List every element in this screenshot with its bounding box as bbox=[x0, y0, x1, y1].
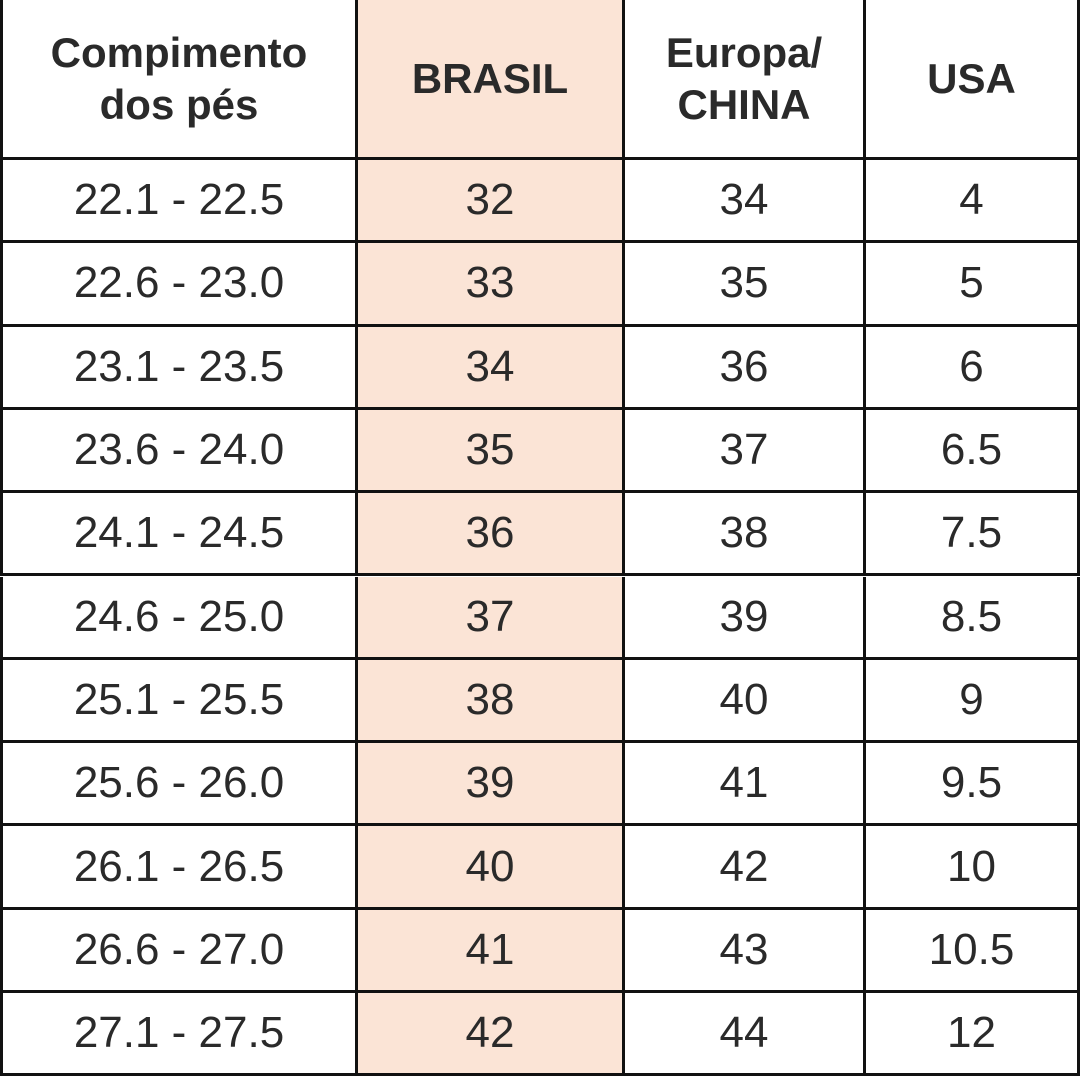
cell-text: 10 bbox=[947, 841, 996, 891]
table-cell: 40 bbox=[358, 826, 625, 910]
cell-text: 23.6 - 24.0 bbox=[73, 425, 285, 475]
header-cell: Compimento dos pés bbox=[0, 0, 358, 160]
cell-text: 36 bbox=[719, 341, 769, 391]
cell-text: 10.5 bbox=[928, 924, 1015, 974]
table-cell: 44 bbox=[625, 993, 866, 1077]
cell-text: 25.1 - 25.5 bbox=[73, 674, 285, 724]
table-cell: 23.6 - 24.0 bbox=[0, 409, 358, 494]
table-cell: 24.6 - 25.0 bbox=[0, 576, 358, 660]
cell-text: 44 bbox=[719, 1008, 769, 1058]
cell-text: 40 bbox=[465, 841, 515, 891]
header-text: dos pés bbox=[99, 80, 259, 128]
table-cell: 33 bbox=[358, 243, 625, 327]
table-cell: 6.5 bbox=[866, 409, 1080, 494]
table-cell: 10 bbox=[866, 826, 1080, 910]
table-cell: 41 bbox=[625, 743, 866, 827]
table-cell: 22.6 - 23.0 bbox=[0, 243, 358, 327]
header-cell: BRASIL bbox=[358, 0, 625, 160]
table-cell: 39 bbox=[358, 743, 625, 827]
cell-text: 4 bbox=[959, 175, 984, 225]
cell-text: 24.6 - 25.0 bbox=[73, 591, 285, 641]
cell-text: 9.5 bbox=[940, 758, 1003, 808]
table-cell: 36 bbox=[358, 493, 625, 577]
table-cell: 34 bbox=[358, 326, 625, 410]
header-text: BRASIL bbox=[411, 54, 569, 102]
header-text: CHINA bbox=[677, 80, 811, 128]
cell-text: 6 bbox=[959, 341, 984, 391]
table-cell: 37 bbox=[358, 576, 625, 660]
table-cell: 41 bbox=[358, 909, 625, 993]
table-cell: 12 bbox=[866, 993, 1080, 1077]
table-cell: 9.5 bbox=[866, 743, 1080, 827]
table-cell: 25.1 - 25.5 bbox=[0, 659, 358, 744]
cell-text: 26.6 - 27.0 bbox=[73, 924, 285, 974]
table-cell: 38 bbox=[358, 659, 625, 744]
table-cell: 32 bbox=[358, 160, 625, 244]
table-cell: 42 bbox=[358, 993, 625, 1077]
cell-text: 40 bbox=[719, 674, 769, 724]
cell-text: 22.1 - 22.5 bbox=[73, 175, 285, 225]
table-cell: 34 bbox=[625, 160, 866, 244]
table-cell: 35 bbox=[358, 409, 625, 494]
table-cell: 27.1 - 27.5 bbox=[0, 993, 358, 1077]
table-cell: 9 bbox=[866, 659, 1080, 744]
cell-text: 35 bbox=[465, 425, 515, 475]
table-cell: 25.6 - 26.0 bbox=[0, 743, 358, 827]
cell-text: 8.5 bbox=[940, 591, 1003, 641]
table-cell: 40 bbox=[625, 659, 866, 744]
cell-text: 42 bbox=[719, 841, 769, 891]
table-cell: 22.1 - 22.5 bbox=[0, 160, 358, 244]
table-cell: 37 bbox=[625, 409, 866, 494]
header-cell: USA bbox=[866, 0, 1080, 160]
table-cell: 4 bbox=[866, 160, 1080, 244]
cell-text: 24.1 - 24.5 bbox=[73, 508, 285, 558]
table-cell: 38 bbox=[625, 493, 866, 577]
table-cell: 26.6 - 27.0 bbox=[0, 909, 358, 993]
cell-text: 34 bbox=[465, 341, 515, 391]
cell-text: 37 bbox=[465, 591, 515, 641]
cell-text: 38 bbox=[719, 508, 769, 558]
cell-text: 12 bbox=[947, 1008, 996, 1058]
table-cell: 8.5 bbox=[866, 576, 1080, 660]
table-cell: 24.1 - 24.5 bbox=[0, 493, 358, 577]
cell-text: 39 bbox=[719, 591, 769, 641]
header-text: Europa/ bbox=[665, 28, 823, 76]
cell-text: 38 bbox=[465, 674, 515, 724]
table-cell: 6 bbox=[866, 326, 1080, 410]
cell-text: 22.6 - 23.0 bbox=[73, 258, 285, 308]
table-cell: 23.1 - 23.5 bbox=[0, 326, 358, 410]
cell-text: 32 bbox=[465, 175, 515, 225]
cell-text: 33 bbox=[465, 258, 515, 308]
table-cell: 35 bbox=[625, 243, 866, 327]
header-text: Compimento bbox=[50, 28, 308, 76]
cell-text: 39 bbox=[465, 758, 515, 808]
table-cell: 39 bbox=[625, 576, 866, 660]
cell-text: 7.5 bbox=[940, 508, 1003, 558]
cell-text: 37 bbox=[719, 425, 769, 475]
cell-text: 35 bbox=[719, 258, 769, 308]
cell-text: 42 bbox=[465, 1008, 515, 1058]
cell-text: 41 bbox=[465, 924, 515, 974]
table-cell: 26.1 - 26.5 bbox=[0, 826, 358, 910]
cell-text: 27.1 - 27.5 bbox=[73, 1008, 285, 1058]
cell-text: 9 bbox=[959, 674, 984, 724]
table-cell: 43 bbox=[625, 909, 866, 993]
cell-text: 36 bbox=[465, 508, 515, 558]
table-cell: 36 bbox=[625, 326, 866, 410]
cell-text: 5 bbox=[959, 258, 984, 308]
cell-text: 6.5 bbox=[940, 425, 1003, 475]
table-cell: 7.5 bbox=[866, 493, 1080, 577]
cell-text: 25.6 - 26.0 bbox=[73, 758, 285, 808]
cell-text: 26.1 - 26.5 bbox=[73, 841, 285, 891]
header-text: USA bbox=[927, 54, 1016, 102]
cell-text: 41 bbox=[719, 758, 769, 808]
cell-text: 34 bbox=[719, 175, 769, 225]
cell-text: 23.1 - 23.5 bbox=[73, 341, 285, 391]
table-cell: 10.5 bbox=[866, 909, 1080, 993]
header-cell: Europa/CHINA bbox=[625, 0, 866, 160]
table-cell: 5 bbox=[866, 243, 1080, 327]
table-cell: 42 bbox=[625, 826, 866, 910]
cell-text: 43 bbox=[719, 924, 769, 974]
